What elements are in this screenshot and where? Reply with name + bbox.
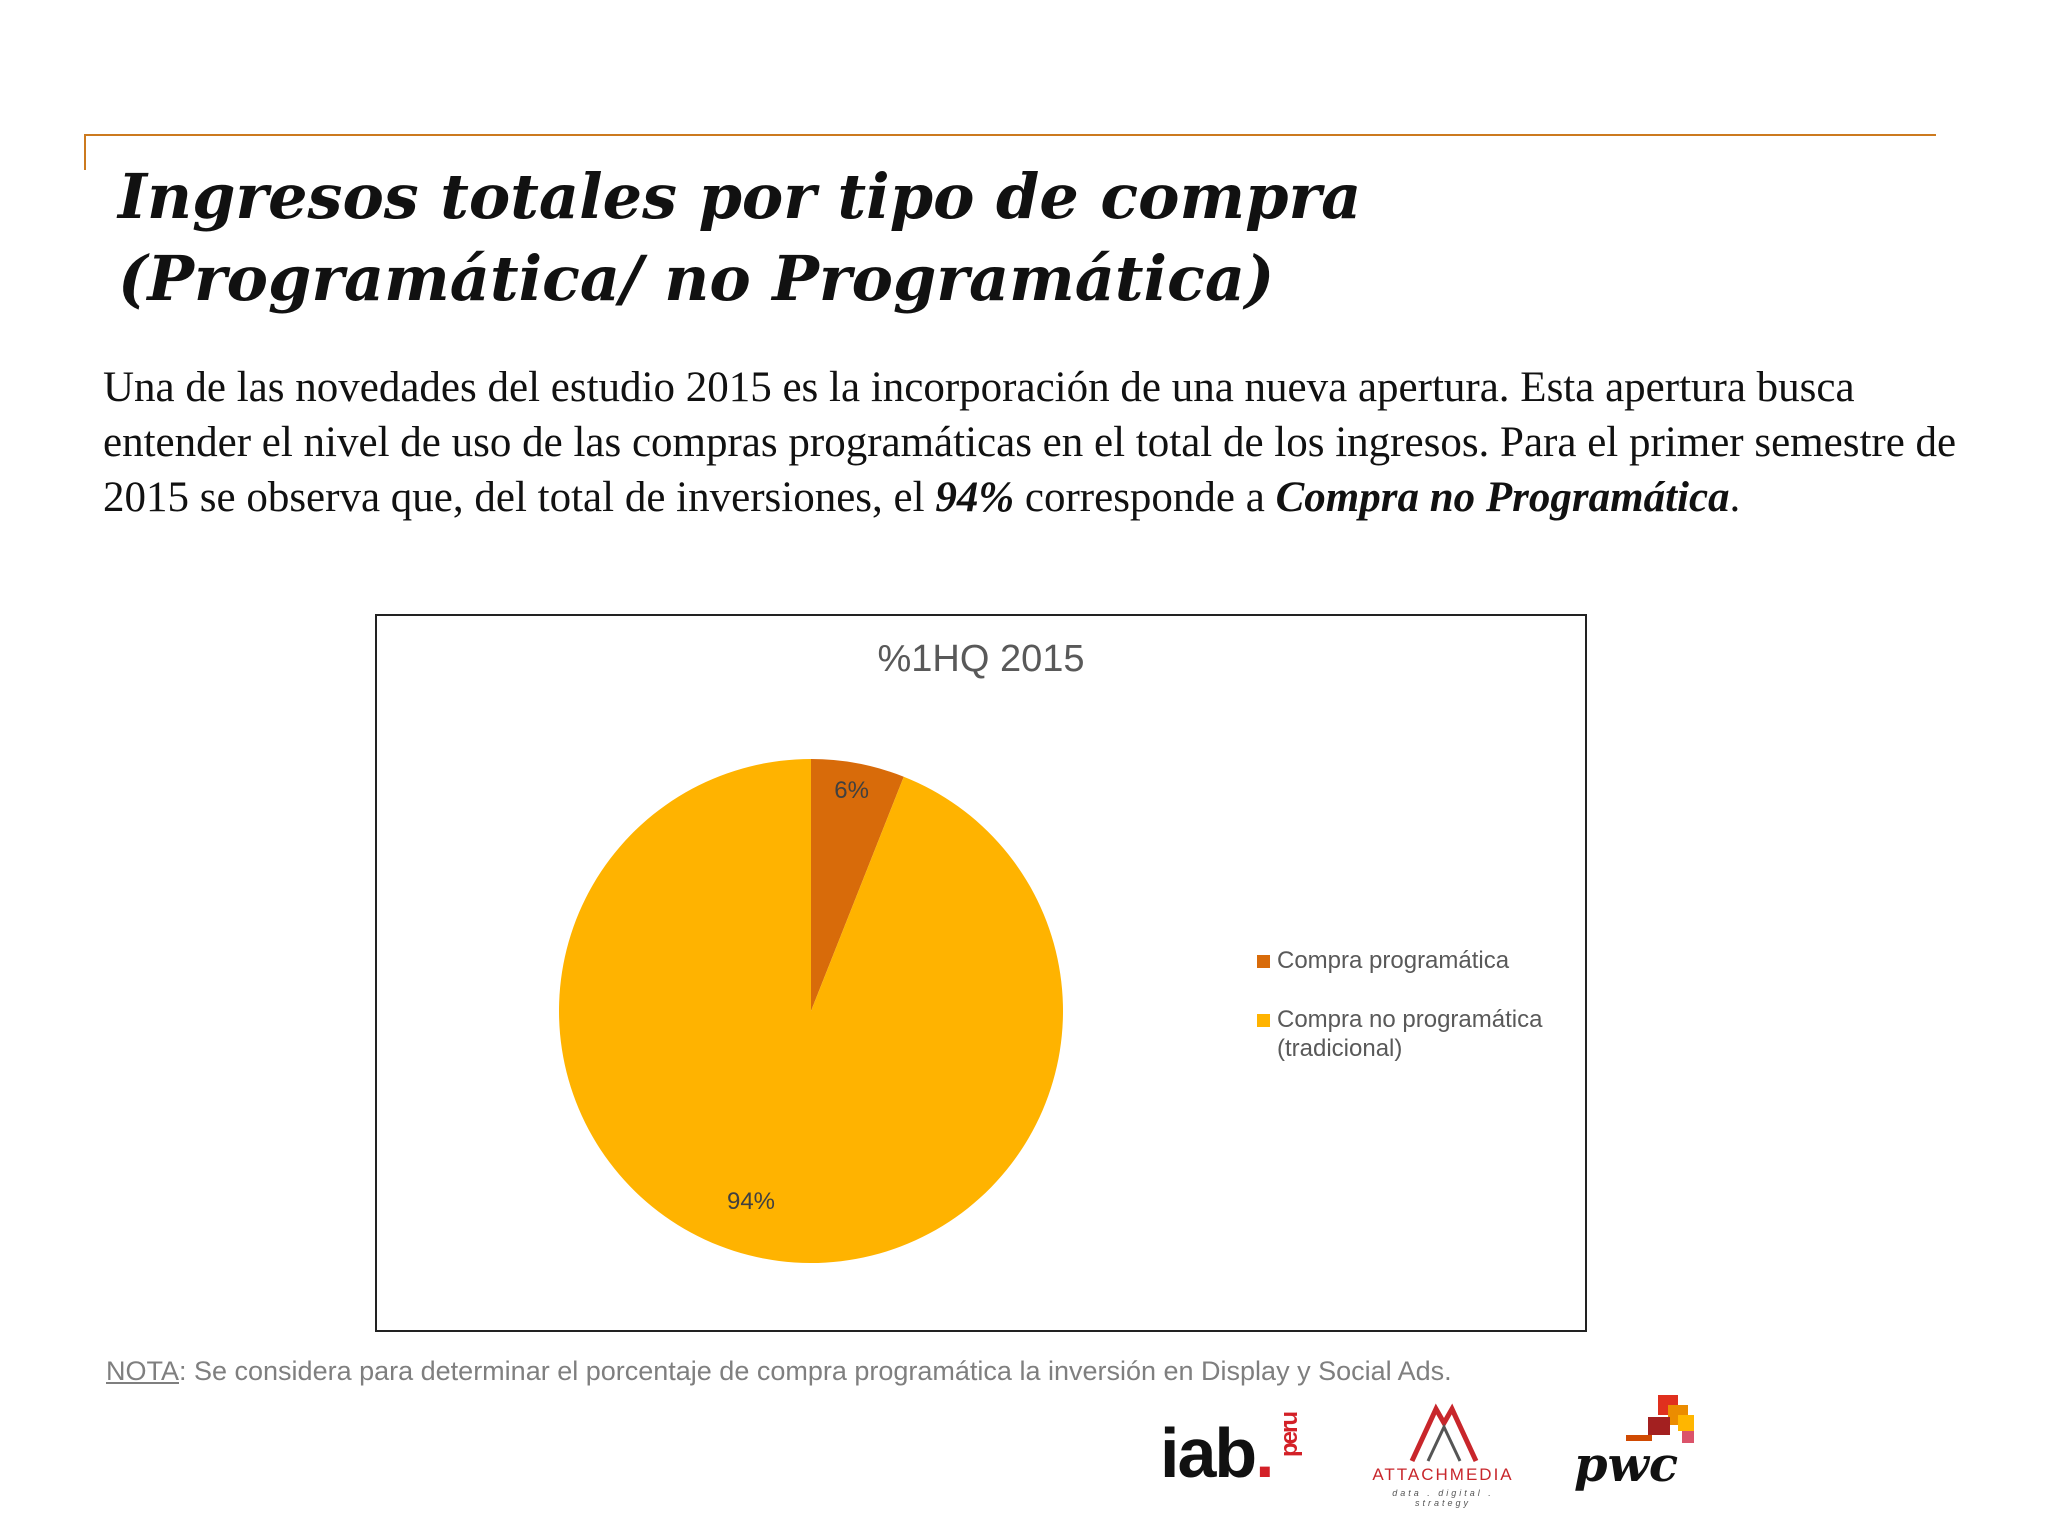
legend-label-non-programmatic: Compra no programática xyxy=(1277,1006,1543,1033)
intro-text: Una de las novedades del estudio 2015 es… xyxy=(103,364,1957,521)
iab-peru-logo: iab. peru xyxy=(1160,1413,1303,1493)
legend-swatch-programmatic xyxy=(1257,955,1270,968)
pie-slice-non-programmatic xyxy=(559,759,1063,1263)
attachmedia-tagline: data . digital . strategy xyxy=(1392,1488,1494,1508)
pwc-logo: pwc xyxy=(1568,1395,1708,1503)
data-label-programmatic: 6% xyxy=(834,777,869,804)
header-rule-tick xyxy=(84,134,86,170)
chart-legend: Compra programática Compra no programáti… xyxy=(1257,946,1577,1093)
pie-chart: %1HQ 2015 6% 94% Compra programática Comp… xyxy=(375,614,1587,1332)
page-title-line-1: Ingresos totales por tipo de compra xyxy=(118,160,1362,233)
legend-item-programmatic: Compra programática xyxy=(1257,946,1577,975)
partner-logos: iab. peru ATTACHMEDIA data . digital . s… xyxy=(1150,1395,1710,1508)
attachmedia-mark-icon xyxy=(1409,1403,1479,1463)
footnote-label: NOTA xyxy=(106,1356,179,1386)
page-title: Ingresos totales por tipo de compra (Pro… xyxy=(118,156,1818,320)
header-rule xyxy=(84,134,1936,136)
attachmedia-logo: ATTACHMEDIA data . digital . strategy xyxy=(1368,1401,1518,1508)
intro-text-end: . xyxy=(1729,474,1741,521)
intro-highlight-percent: 94% xyxy=(935,474,1015,521)
pie-chart-canvas: 6% 94% xyxy=(559,759,1063,1263)
intro-text-middle: corresponde a xyxy=(1014,474,1276,521)
iab-logo-text: iab xyxy=(1160,1414,1257,1492)
page-title-line-2: (Programática/ no Programática) xyxy=(118,242,1275,315)
legend-label-programmatic: Compra programática xyxy=(1277,947,1510,974)
intro-paragraph: Una de las novedades del estudio 2015 es… xyxy=(103,360,1963,525)
legend-label-non-programmatic-sub: (tradicional) xyxy=(1277,1035,1403,1062)
legend-item-non-programmatic: Compra no programática (tradicional) xyxy=(1257,1005,1577,1063)
data-label-non-programmatic: 94% xyxy=(727,1188,775,1215)
iab-logo-peru: peru xyxy=(1276,1412,1303,1457)
footnote-text: : Se considera para determinar el porcen… xyxy=(179,1356,1452,1386)
intro-highlight-label: Compra no Programática xyxy=(1275,474,1730,521)
pwc-wordmark: pwc xyxy=(1574,1437,1679,1493)
iab-logo-dot: . xyxy=(1255,1414,1275,1492)
attachmedia-wordmark: ATTACHMEDIA xyxy=(1372,1465,1514,1484)
footnote: NOTA: Se considera para determinar el po… xyxy=(106,1356,1806,1387)
pwc-mark-icon xyxy=(1626,1395,1694,1443)
chart-title: %1HQ 2015 xyxy=(877,638,1085,680)
legend-swatch-non-programmatic xyxy=(1257,1014,1270,1027)
pie-slice-programmatic xyxy=(811,759,904,1011)
